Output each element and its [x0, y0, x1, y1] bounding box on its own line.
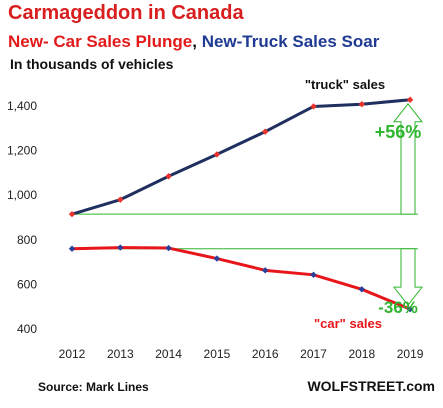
car-data-point: [117, 244, 124, 251]
subtitle-soar-part: Soar: [336, 32, 380, 51]
car-change-label: -36%: [378, 298, 418, 317]
car-data-point: [358, 286, 365, 293]
truck-series-line: [71, 98, 411, 216]
subtitle-separator: ,: [192, 32, 202, 51]
x-tick-label: 2013: [107, 347, 134, 361]
y-tick-label: 1,200: [7, 144, 37, 158]
truck-data-point: [262, 128, 269, 135]
truck-data-point: [406, 96, 414, 103]
car-data-point: [213, 255, 221, 262]
car-data-point: [165, 244, 172, 252]
car-series-line: [71, 246, 411, 311]
truck-data-point: [310, 103, 317, 110]
x-tick-label: 2019: [397, 347, 424, 361]
truck-data-point: [358, 101, 365, 108]
truck-change-label: +56%: [375, 122, 422, 142]
x-tick-label: 2016: [252, 347, 279, 361]
subtitle-truck-part: New-Truck Sales: [201, 32, 337, 51]
units-note: In thousands of vehicles: [10, 56, 174, 72]
chart-title: Carmageddon in Canada: [8, 2, 244, 24]
y-tick-label: 800: [17, 233, 37, 247]
source-note: Source: Mark Lines: [38, 380, 149, 394]
car-data-point: [262, 267, 269, 274]
car-data-point: [310, 271, 317, 279]
y-tick-label: 1,400: [7, 99, 37, 113]
x-tick-label: 2015: [204, 347, 231, 361]
truck-data-point: [117, 196, 124, 203]
car-series-label: "car" sales: [314, 316, 382, 331]
truck-data-point: [213, 151, 221, 158]
truck-change-arrow: [392, 102, 424, 215]
x-tick-label: 2017: [300, 347, 327, 361]
car-change-arrow: [392, 248, 424, 306]
x-tick-label: 2018: [348, 347, 375, 361]
truck-series-label: "truck" sales: [305, 77, 385, 92]
y-tick-label: 600: [17, 277, 37, 291]
car-data-point: [68, 245, 76, 252]
y-tick-label: 1,000: [7, 188, 37, 202]
credit-note: WOLFSTREET.com: [307, 378, 435, 394]
truck-data-point: [68, 210, 76, 218]
subtitle-car-part: New- Car Sales Plunge: [8, 32, 193, 51]
car-data-point: [406, 305, 414, 313]
x-tick-label: 2012: [59, 347, 86, 361]
truck-data-point: [165, 173, 172, 180]
chart-subtitle: New- Car Sales Plunge, New-Truck Sales S…: [8, 32, 379, 52]
y-tick-label: 400: [17, 322, 37, 336]
x-tick-label: 2014: [155, 347, 182, 361]
